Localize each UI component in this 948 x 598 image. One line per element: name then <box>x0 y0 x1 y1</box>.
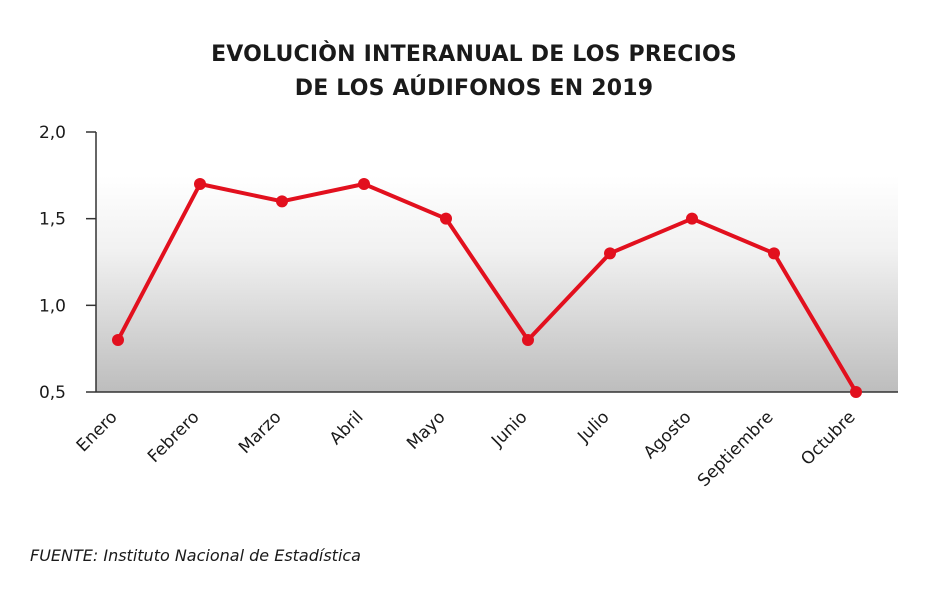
x-tick-label: Octubre <box>797 407 859 469</box>
source-note: FUENTE: Instituto Nacional de Estadístic… <box>30 546 361 565</box>
data-point <box>112 334 124 346</box>
plot-background <box>96 175 898 392</box>
x-tick-label: Agosto <box>640 407 696 463</box>
x-tick-label: Junio <box>487 407 531 451</box>
data-point <box>440 212 452 225</box>
x-tick-label: Septiembre <box>694 407 778 491</box>
data-point <box>768 247 780 260</box>
data-point <box>358 178 370 190</box>
chart-title-line-2: DE LOS AÚDIFONOS EN 2019 <box>294 76 654 101</box>
data-point <box>686 212 698 225</box>
y-tick-label: 1,0 <box>39 296 66 316</box>
y-tick-label: 0,5 <box>39 383 66 403</box>
y-tick-label: 1,5 <box>39 210 66 230</box>
data-point <box>604 247 616 260</box>
y-tick-label: 2,0 <box>39 123 66 143</box>
data-point <box>850 386 862 398</box>
chart-title-line-1: EVOLUCIÒN INTERANUAL DE LOS PRECIOS <box>211 42 737 67</box>
x-tick-label: Abril <box>326 407 368 449</box>
series-line <box>116 182 858 394</box>
data-point <box>276 195 288 208</box>
source-prefix: FUENTE: <box>30 546 99 565</box>
x-tick-label: Mayo <box>403 407 449 453</box>
x-tick-label: Julio <box>573 407 613 447</box>
data-point <box>194 178 206 190</box>
x-tick-label: Marzo <box>235 407 285 457</box>
x-tick-label: Febrero <box>144 407 204 467</box>
source-text: Instituto Nacional de Estadística <box>103 546 361 565</box>
x-tick-label: Enero <box>73 407 122 456</box>
data-point <box>522 334 534 346</box>
chart-title: EVOLUCIÒN INTERANUAL DE LOS PRECIOS DE L… <box>0 38 948 106</box>
